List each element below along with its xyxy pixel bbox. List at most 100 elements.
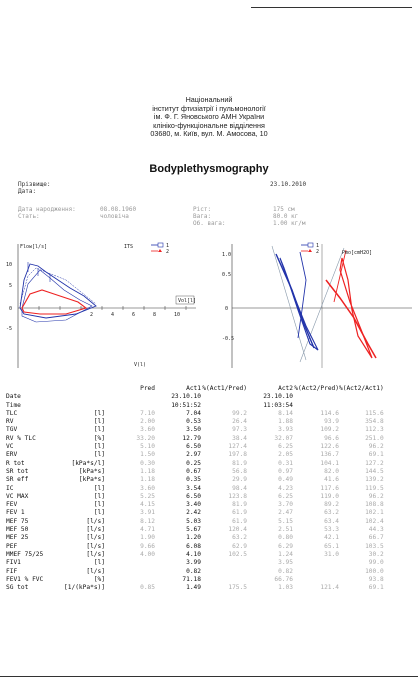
table-cell: 3.40 xyxy=(186,501,201,509)
results-table: Pred Act1 %(Act1/Pred) Act2 %(Act2/Pred) %(Ac… xyxy=(6,385,384,592)
table-cell: FEV xyxy=(6,501,18,509)
flow-series-1 xyxy=(19,263,97,319)
table-header-cell: %(Act2/Act1) xyxy=(339,385,384,392)
table-cell xyxy=(293,402,339,410)
table-cell: 81.9 xyxy=(232,459,247,467)
table-cell: [1/(kPa*s)] xyxy=(64,584,105,592)
table-cell: 2.00 xyxy=(140,418,155,426)
table-cell: 3.54 xyxy=(186,484,201,492)
table-cell: 1.24 xyxy=(278,550,293,558)
table-cell: 5.25 xyxy=(140,492,155,500)
table-cell: 0.35 xyxy=(186,476,201,484)
table-cell: 0.31 xyxy=(278,459,293,467)
table-cell: 114.6 xyxy=(320,409,339,417)
table-cell: 0.97 xyxy=(278,467,293,475)
table-cell: 30.2 xyxy=(368,550,384,558)
table-cell: 4.15 xyxy=(140,501,155,509)
table-cell xyxy=(109,576,155,584)
table-cell xyxy=(201,576,247,584)
table-cell: [kPa*s] xyxy=(78,476,105,484)
table-cell: 136.7 xyxy=(320,451,339,459)
table-cell: 4.71 xyxy=(140,526,155,534)
table-cell: 99.2 xyxy=(232,409,247,417)
table-row: MEF 75 [l/s] 8.12 5.03 61.9 5.15 63.4 102.4 xyxy=(6,518,384,526)
table-cell: 66.7 xyxy=(368,534,384,542)
table-cell: 1.03 xyxy=(278,584,293,592)
table-cell: 175.5 xyxy=(228,584,247,592)
table-cell: 56.8 xyxy=(232,467,247,475)
table-cell: 98.4 xyxy=(232,484,247,492)
table-cell: R tot xyxy=(6,459,25,467)
table-row: SR tot [kPa*s] 1.18 0.67 56.8 0.97 82.0 144.5 xyxy=(6,468,384,476)
table-row: MMEF 75/25 [l/s] 4.00 4.10 102.5 1.24 31.0 30.2 xyxy=(6,551,384,559)
svg-text:2: 2 xyxy=(90,312,93,318)
table-cell: 117.6 xyxy=(320,484,339,492)
table-cell: 3.95 xyxy=(278,559,293,567)
table-cell: 63.4 xyxy=(324,517,339,525)
table-cell: [l] xyxy=(93,501,105,509)
table-cell: [l/s] xyxy=(86,550,105,558)
res-series-1b xyxy=(275,253,315,349)
table-cell xyxy=(50,393,109,401)
table-cell: 121.4 xyxy=(320,584,339,592)
meta-height-value: 175 см xyxy=(273,206,295,213)
institution-line-2: інститут фтизіатрії і пульмонології xyxy=(152,103,266,113)
svg-text:0: 0 xyxy=(9,306,12,312)
meta-birth-label: Дата народження: xyxy=(18,206,76,213)
flow-series-2 xyxy=(21,289,88,315)
table-cell xyxy=(109,393,155,401)
res-ref-line-2 xyxy=(299,247,345,363)
table-row: FIV1 [l] 3.99 3.95 99.0 xyxy=(6,559,384,567)
table-cell xyxy=(293,559,339,567)
table-cell xyxy=(201,568,247,576)
table-row: VC [l] 5.10 6.50 127.4 6.25 122.6 96.2 xyxy=(6,443,384,451)
table-row: MEF 50 [l/s] 4.71 5.67 120.4 2.51 53.3 44.3 xyxy=(6,526,384,534)
table-cell: [l] xyxy=(93,484,105,492)
table-cell: 66.76 xyxy=(274,575,293,583)
table-cell: 5.15 xyxy=(278,517,293,525)
table-cell: 97.3 xyxy=(232,426,247,434)
table-cell: 8.12 xyxy=(140,517,155,525)
table-cell: 5.03 xyxy=(186,517,201,525)
flow-x-label: Vol[l] xyxy=(178,298,196,304)
table-cell: 44.3 xyxy=(368,526,384,534)
table-cell: 102.1 xyxy=(365,509,384,517)
table-cell: 0.82 xyxy=(186,567,201,575)
table-header-cell xyxy=(6,385,50,393)
table-cell: RV % TLC xyxy=(6,434,36,442)
table-cell xyxy=(109,568,155,576)
table-cell: 63.2 xyxy=(232,534,247,542)
meta-birth-value: 08.08.1960 xyxy=(100,206,137,213)
table-cell: 112.3 xyxy=(365,426,384,434)
institution-line-3: ім. Ф. Г. Яновського АМН України xyxy=(153,112,265,122)
table-row: ERV [l] 1.50 2.97 197.8 2.05 136.7 69.1 xyxy=(6,451,384,459)
table-cell: 5.10 xyxy=(140,443,155,451)
table-row: Date 23.10.10 23.10.10 xyxy=(6,393,384,401)
header-rule-top xyxy=(251,7,412,8)
table-header-cell: Act1 xyxy=(186,385,201,392)
table-cell: 96.2 xyxy=(368,492,384,500)
table-cell: 0.80 xyxy=(278,534,293,542)
meta-date-value: 23.10.2010 xyxy=(270,181,307,188)
flow-legend: 1 2 xyxy=(151,242,169,255)
table-cell: MEF 75 xyxy=(6,517,29,525)
svg-text:4: 4 xyxy=(111,312,114,318)
table-cell: 197.8 xyxy=(228,451,247,459)
institution-line-1: Національний xyxy=(185,95,233,104)
table-cell: 7.10 xyxy=(140,409,155,417)
table-header-cell xyxy=(50,385,109,393)
res-series-2c xyxy=(333,249,347,303)
table-cell: 63.2 xyxy=(324,509,339,517)
table-cell: 41.6 xyxy=(324,476,339,484)
table-cell: 99.0 xyxy=(368,559,384,567)
flow-legend-1: 1 xyxy=(166,243,169,249)
table-cell: 93.8 xyxy=(368,575,384,583)
meta-weight-value: 80.0 кг xyxy=(273,213,299,220)
meta-sex-value: чоловіча xyxy=(100,213,129,220)
table-cell: 62.9 xyxy=(232,542,247,550)
table-cell xyxy=(293,568,339,576)
meta-height-label: Ріст: xyxy=(193,206,212,213)
table-cell: 89.2 xyxy=(324,501,339,509)
table-cell: 1.18 xyxy=(140,467,155,475)
